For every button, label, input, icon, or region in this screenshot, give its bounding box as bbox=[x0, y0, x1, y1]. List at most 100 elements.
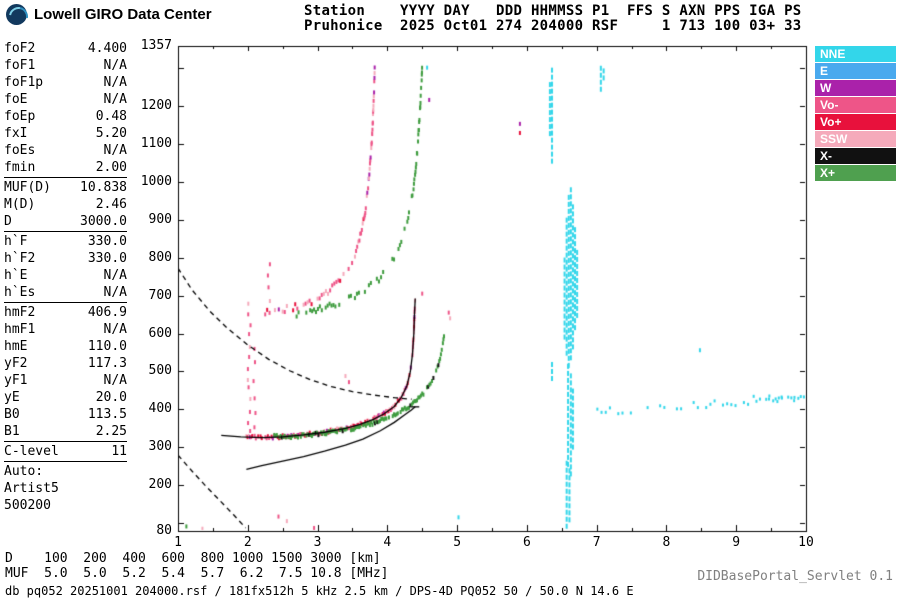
param-h-f2: h`F2 330.0 bbox=[4, 250, 127, 267]
param-fmin: fmin 2.00 bbox=[4, 159, 127, 176]
param-label: B0 bbox=[4, 407, 20, 422]
y-axis-tick-label: 1000 bbox=[140, 173, 172, 189]
param-label: h`Es bbox=[4, 285, 36, 300]
param-yf2: yF2 117.3 bbox=[4, 355, 127, 372]
station-header-row2: Pruhonice 2025 Oct01 274 204000 RSF 1 71… bbox=[304, 18, 802, 34]
param-value: 113.5 bbox=[87, 407, 127, 422]
param-yf1: yF1 N/A bbox=[4, 372, 127, 389]
group-divider bbox=[4, 177, 127, 178]
param-value: N/A bbox=[103, 373, 127, 388]
param-b0: B0 113.5 bbox=[4, 406, 127, 423]
muf-table-muf-row: MUF 5.0 5.0 5.2 5.4 5.7 6.2 7.5 10.8 [MH… bbox=[5, 566, 389, 581]
param-label: foEp bbox=[4, 109, 36, 124]
param-value: N/A bbox=[103, 143, 127, 158]
legend-item-nne: NNE bbox=[815, 46, 896, 62]
brand: Lowell GIRO Data Center bbox=[6, 4, 212, 25]
param-value: 330.0 bbox=[87, 234, 127, 249]
brand-title: Lowell GIRO Data Center bbox=[34, 6, 212, 23]
param-label: yF1 bbox=[4, 373, 28, 388]
param-value: N/A bbox=[103, 322, 127, 337]
y-axis-tick-label: 80 bbox=[156, 523, 172, 538]
echo-color-legend: NNE E W Vo- Vo+ SSW X- X+ bbox=[815, 46, 896, 182]
param-value: 4.400 bbox=[87, 41, 127, 56]
lowell-giro-logo-icon bbox=[6, 4, 27, 25]
param-value: 3000.0 bbox=[80, 214, 127, 229]
x-axis-tick-label: 8 bbox=[662, 535, 671, 550]
param-label: hmE bbox=[4, 339, 28, 354]
group-divider bbox=[4, 302, 127, 303]
param-fof1: foF1 N/A bbox=[4, 57, 127, 74]
y-axis-tick-label: 900 bbox=[148, 211, 172, 227]
param-foe: foE N/A bbox=[4, 91, 127, 108]
y-axis-tick-label: 400 bbox=[148, 401, 172, 417]
param-label: foEs bbox=[4, 143, 36, 158]
legend-item-vo: Vo+ bbox=[815, 114, 896, 130]
param-hme: hmE 110.0 bbox=[4, 338, 127, 355]
legend-item-vo: Vo- bbox=[815, 97, 896, 113]
legend-item-x: X- bbox=[815, 148, 896, 164]
y-axis-tick-label: 200 bbox=[148, 477, 172, 493]
group-divider bbox=[4, 441, 127, 442]
x-axis-tick-label: 1 bbox=[174, 535, 182, 550]
param-value: 406.9 bbox=[87, 305, 127, 320]
param-label: yE bbox=[4, 390, 20, 405]
y-axis-tick-label: 600 bbox=[148, 325, 172, 341]
param-b1: B1 2.25 bbox=[4, 423, 127, 440]
servlet-version-label: DIDBasePortal_Servlet 0.1 bbox=[697, 569, 893, 584]
y-axis-tick-label: 500 bbox=[148, 363, 172, 379]
measurement-file-info: db pq052 20251001 204000.rsf / 181fx512h… bbox=[5, 584, 634, 598]
param-label: foF1p bbox=[4, 75, 44, 90]
param-c-level: C-level 11 bbox=[4, 443, 127, 460]
param-value: N/A bbox=[103, 285, 127, 300]
param-value: 330.0 bbox=[87, 251, 127, 266]
y-axis-tick-label: 1100 bbox=[140, 135, 172, 151]
y-axis-tick-label: 800 bbox=[148, 249, 172, 265]
param-value: 110.0 bbox=[87, 339, 127, 354]
param-label: fmin bbox=[4, 160, 36, 175]
x-axis-tick-label: 3 bbox=[313, 535, 322, 550]
param-label: fxI bbox=[4, 126, 28, 141]
parameter-panel: foF2 4.400 foF1 N/A foF1p N/A foE N/A foEp 0.48 fx… bbox=[4, 40, 127, 514]
param-value: 2.00 bbox=[95, 160, 127, 175]
param-label: M(D) bbox=[4, 197, 36, 212]
param-label: D bbox=[4, 214, 12, 229]
param-value: 11 bbox=[111, 444, 127, 459]
autoscaling-label: 500200 bbox=[4, 498, 51, 513]
y-axis-tick-label: 1357 bbox=[140, 38, 172, 53]
param-label: hmF2 bbox=[4, 305, 36, 320]
param-d: D 3000.0 bbox=[4, 213, 127, 230]
param-label: foF1 bbox=[4, 58, 36, 73]
param-foes: foEs N/A bbox=[4, 142, 127, 159]
param-h-e: h`E N/A bbox=[4, 267, 127, 284]
x-axis-tick-label: 2 bbox=[243, 535, 252, 550]
param-label: foE bbox=[4, 92, 28, 107]
param-value: 10.838 bbox=[80, 180, 127, 195]
x-axis-tick-label: 7 bbox=[592, 535, 601, 550]
group-divider bbox=[4, 231, 127, 232]
param-value: 2.25 bbox=[95, 424, 127, 439]
param-label: h`F2 bbox=[4, 251, 36, 266]
param-value: N/A bbox=[103, 58, 127, 73]
param-hmf1: hmF1 N/A bbox=[4, 321, 127, 338]
legend-item-e: E bbox=[815, 63, 896, 79]
param-muf-d-: MUF(D) 10.838 bbox=[4, 179, 127, 196]
param-value: 117.3 bbox=[87, 356, 127, 371]
legend-item-w: W bbox=[815, 80, 896, 96]
param-label: B1 bbox=[4, 424, 20, 439]
x-axis-tick-label: 10 bbox=[798, 535, 814, 550]
param-foep: foEp 0.48 bbox=[4, 108, 127, 125]
param-label: MUF(D) bbox=[4, 180, 51, 195]
param-label: h`F bbox=[4, 234, 28, 249]
x-axis-tick-label: 5 bbox=[453, 535, 462, 550]
param-label: C-level bbox=[4, 444, 59, 459]
param-hmf2: hmF2 406.9 bbox=[4, 304, 127, 321]
x-axis-tick-label: 9 bbox=[732, 535, 741, 550]
autoscaling-label: Artist5 bbox=[4, 481, 59, 496]
legend-item-ssw: SSW bbox=[815, 131, 896, 147]
muf-distance-table: D 100 200 400 600 800 1000 1500 3000 [km… bbox=[5, 551, 389, 581]
station-header: Station YYYY DAY DDD HHMMSS P1 FFS S AXN… bbox=[304, 4, 802, 34]
param-value: N/A bbox=[103, 92, 127, 107]
param-value: 0.48 bbox=[95, 109, 127, 124]
param-value: 2.46 bbox=[95, 197, 127, 212]
